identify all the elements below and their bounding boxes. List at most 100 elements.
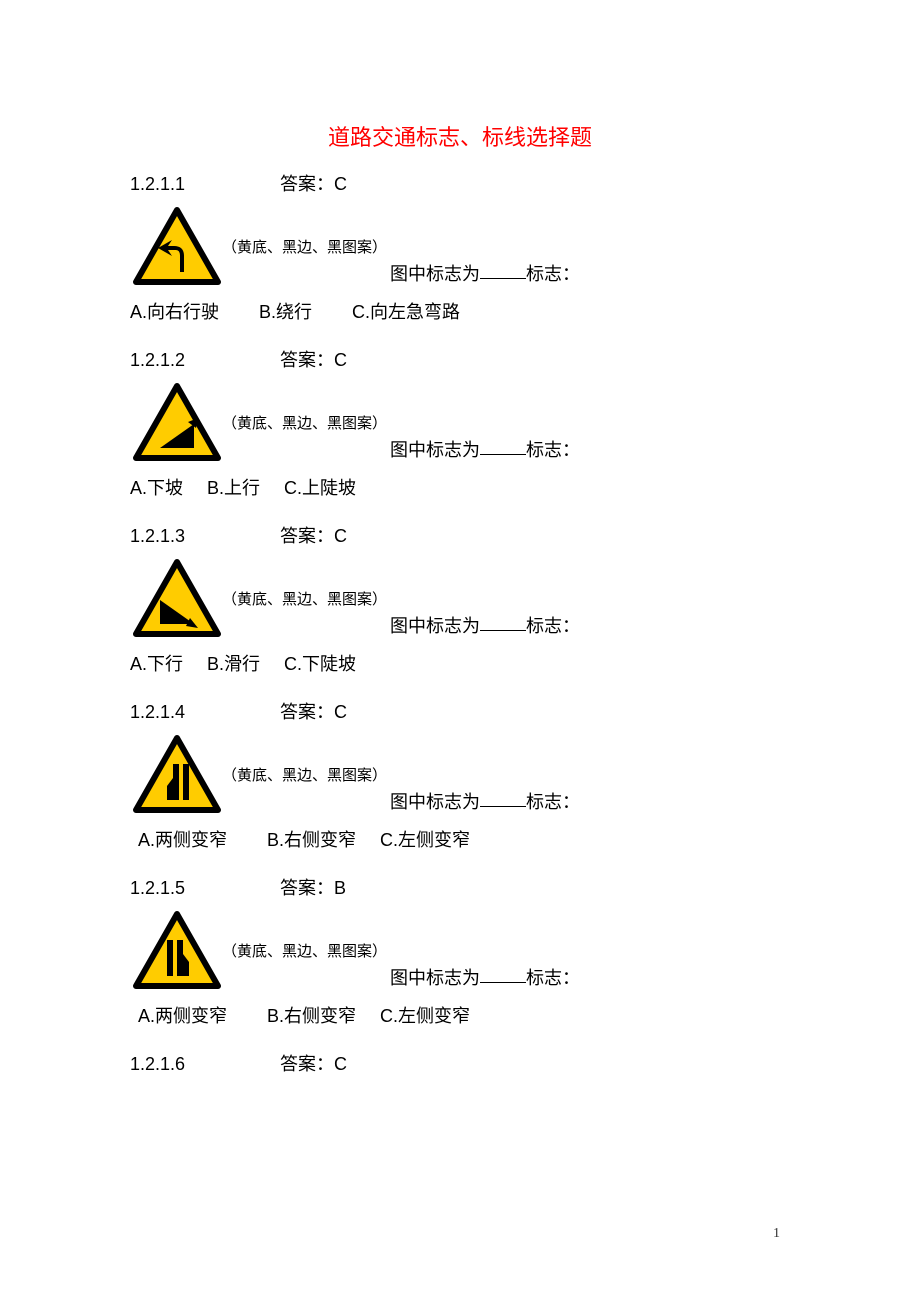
option-key: A. (138, 830, 155, 850)
option: C.左侧变窄 (380, 826, 470, 852)
question-header: 1.2.1.6答案：C (130, 1050, 790, 1076)
question-stem: 图中标志为标志： (390, 964, 580, 990)
blank (480, 964, 526, 983)
option-text: 下行 (147, 654, 183, 674)
answer-label: 答案： (280, 878, 334, 898)
option: B.上行 (207, 474, 260, 500)
question-header: 1.2.1.1答案：C (130, 170, 790, 196)
sign-caption: （黄底、黑边、黑图案） (222, 236, 387, 257)
option-key: B. (207, 478, 224, 498)
question-stem: 图中标志为标志： (390, 612, 580, 638)
sign-caption: （黄底、黑边、黑图案） (222, 764, 387, 785)
option-text: 滑行 (224, 654, 260, 674)
warning-sign-icon (132, 382, 222, 462)
options-row: A.下坡 B.上行 C.上陡坡 (130, 474, 790, 500)
sign-line: （黄底、黑边、黑图案）图中标志为标志： (130, 734, 790, 814)
option: B.滑行 (207, 650, 260, 676)
option: B.绕行 (259, 298, 312, 324)
questions-list: 1.2.1.1答案：C （黄底、黑边、黑图案）图中标志为标志：A.向右行驶B.绕… (130, 170, 790, 1076)
option: C.下陡坡 (284, 650, 356, 676)
option-text: 向右行驶 (147, 302, 219, 322)
option-key: A. (130, 478, 147, 498)
document-page: 道路交通标志、标线选择题 1.2.1.1答案：C （黄底、黑边、黑图案）图中标志… (0, 0, 920, 1138)
question-block: 1.2.1.2答案：C （黄底、黑边、黑图案）图中标志为标志： A.下坡 B.上行 C… (130, 346, 790, 500)
option-text: 上陡坡 (302, 478, 356, 498)
question-stem: 图中标志为标志： (390, 788, 580, 814)
warning-sign-icon (132, 734, 222, 814)
question-number: 1.2.1.3 (130, 526, 280, 547)
blank (480, 788, 526, 807)
sign-box: （黄底、黑边、黑图案） (130, 910, 390, 990)
options-row: A.向右行驶B.绕行C.向左急弯路 (130, 298, 790, 324)
sign-line: （黄底、黑边、黑图案）图中标志为标志： (130, 558, 790, 638)
sign-caption: （黄底、黑边、黑图案） (222, 412, 387, 433)
warning-sign-icon (132, 910, 222, 990)
blank (480, 260, 526, 279)
answer-label: 答案： (280, 1054, 334, 1074)
page-title: 道路交通标志、标线选择题 (130, 120, 790, 152)
question-stem: 图中标志为标志： (390, 260, 580, 286)
question-number: 1.2.1.6 (130, 1054, 280, 1075)
option: B.右侧变窄 (267, 1002, 356, 1028)
option-key: C. (352, 302, 370, 322)
question-block: 1.2.1.6答案：C (130, 1050, 790, 1076)
question-block: 1.2.1.1答案：C （黄底、黑边、黑图案）图中标志为标志： A.向右行驶 B.绕… (130, 170, 790, 324)
options-row: A.两侧变窄 B.右侧变窄 C.左侧变窄 (130, 826, 790, 852)
option: A.下行 (130, 650, 183, 676)
sign-line: （黄底、黑边、黑图案）图中标志为标志： (130, 910, 790, 990)
option: A.向右行驶 (130, 298, 219, 324)
sign-box: （黄底、黑边、黑图案） (130, 558, 390, 638)
option: A.下坡 (130, 474, 183, 500)
blank (480, 612, 526, 631)
answer-value: C (334, 174, 347, 194)
question-block: 1.2.1.4答案：C （黄底、黑边、黑图案）图中标志为标志： A.两侧变窄 B.右… (130, 698, 790, 852)
question-number: 1.2.1.2 (130, 350, 280, 371)
option-key: C. (284, 478, 302, 498)
option-key: A. (130, 654, 147, 674)
question-block: 1.2.1.3答案：C （黄底、黑边、黑图案）图中标志为标志： A.下行 B.滑行 C… (130, 522, 790, 676)
sign-line: （黄底、黑边、黑图案）图中标志为标志： (130, 206, 790, 286)
sign-caption: （黄底、黑边、黑图案） (222, 588, 387, 609)
sign-caption: （黄底、黑边、黑图案） (222, 940, 387, 961)
question-header: 1.2.1.3答案：C (130, 522, 790, 548)
answer-label: 答案： (280, 526, 334, 546)
option: B.右侧变窄 (267, 826, 356, 852)
option-text: 两侧变窄 (155, 1006, 227, 1026)
blank (480, 436, 526, 455)
option: A.两侧变窄 (138, 826, 227, 852)
option-key: B. (267, 830, 284, 850)
warning-sign-icon (132, 206, 222, 286)
option: A.两侧变窄 (138, 1002, 227, 1028)
option-key: A. (138, 1006, 155, 1026)
option-key: B. (207, 654, 224, 674)
option-key: C. (380, 830, 398, 850)
options-row: A.下行 B.滑行 C.下陡坡 (130, 650, 790, 676)
answer-label: 答案： (280, 350, 334, 370)
option-text: 上行 (224, 478, 260, 498)
answer-value: C (334, 350, 347, 370)
option-text: 两侧变窄 (155, 830, 227, 850)
option-text: 绕行 (276, 302, 312, 322)
option-key: B. (267, 1006, 284, 1026)
option-text: 下坡 (147, 478, 183, 498)
answer-value: C (334, 1054, 347, 1074)
answer-value: B (334, 878, 346, 898)
question-header: 1.2.1.4答案：C (130, 698, 790, 724)
question-number: 1.2.1.1 (130, 174, 280, 195)
sign-box: （黄底、黑边、黑图案） (130, 206, 390, 286)
answer-label: 答案： (280, 174, 334, 194)
warning-sign-icon (132, 558, 222, 638)
option-key: A. (130, 302, 147, 322)
option: C.左侧变窄 (380, 1002, 470, 1028)
option: C.上陡坡 (284, 474, 356, 500)
option-text: 右侧变窄 (284, 830, 356, 850)
sign-line: （黄底、黑边、黑图案）图中标志为标志： (130, 382, 790, 462)
option-key: B. (259, 302, 276, 322)
option-text: 左侧变窄 (398, 830, 470, 850)
question-header: 1.2.1.2答案：C (130, 346, 790, 372)
option-text: 右侧变窄 (284, 1006, 356, 1026)
sign-box: （黄底、黑边、黑图案） (130, 734, 390, 814)
question-number: 1.2.1.4 (130, 702, 280, 723)
answer-label: 答案： (280, 702, 334, 722)
option-key: C. (284, 654, 302, 674)
